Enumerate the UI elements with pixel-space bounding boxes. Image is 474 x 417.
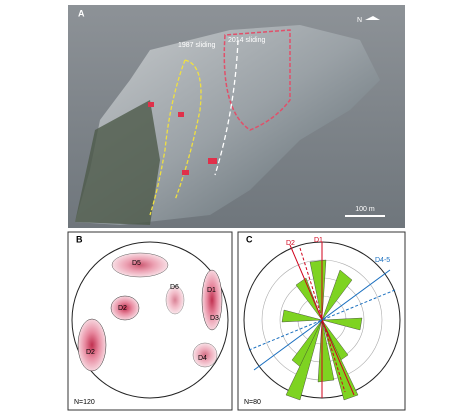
scarp-outline: [223, 29, 291, 131]
vegetation: [75, 100, 160, 225]
sample-count: N=120: [74, 399, 95, 406]
set-label: D2: [86, 349, 95, 356]
panel-label: C: [246, 234, 253, 244]
set-label: D1: [314, 237, 323, 244]
panel-label: B: [76, 234, 83, 244]
panel-a: A 1987 sliding 2014 sliding 100 m N: [68, 5, 405, 228]
scale-label: 100 m: [355, 206, 375, 213]
set-label: D2: [118, 305, 127, 312]
set-label: D4: [198, 355, 207, 362]
density-contours: [77, 252, 223, 372]
panel-c: C D2 D1 D4-5 N=80: [237, 231, 406, 411]
annotation: 1987 sliding: [178, 42, 215, 49]
set-label: D2: [286, 240, 295, 247]
set-label: D5: [132, 260, 141, 267]
panel-label: A: [78, 8, 85, 18]
north-arrow: [365, 16, 380, 20]
north-label: N: [357, 17, 362, 24]
block-markers: [148, 102, 217, 175]
set-label: D3: [210, 315, 219, 322]
set-label: D4-5: [375, 257, 390, 264]
set-label: D6: [170, 284, 179, 291]
stereonet: [71, 241, 229, 399]
sample-count: N=80: [244, 399, 261, 406]
boundary-white: [214, 39, 239, 176]
boundary-yellow: [174, 59, 202, 201]
set-label: D1: [207, 287, 216, 294]
boundary-yellow: [149, 59, 186, 216]
panel-b: B D5 D6 D2 D1 D3 D4 D2 N=120: [67, 231, 233, 411]
annotation: 2014 sliding: [228, 37, 265, 44]
set-lines: [248, 242, 396, 398]
